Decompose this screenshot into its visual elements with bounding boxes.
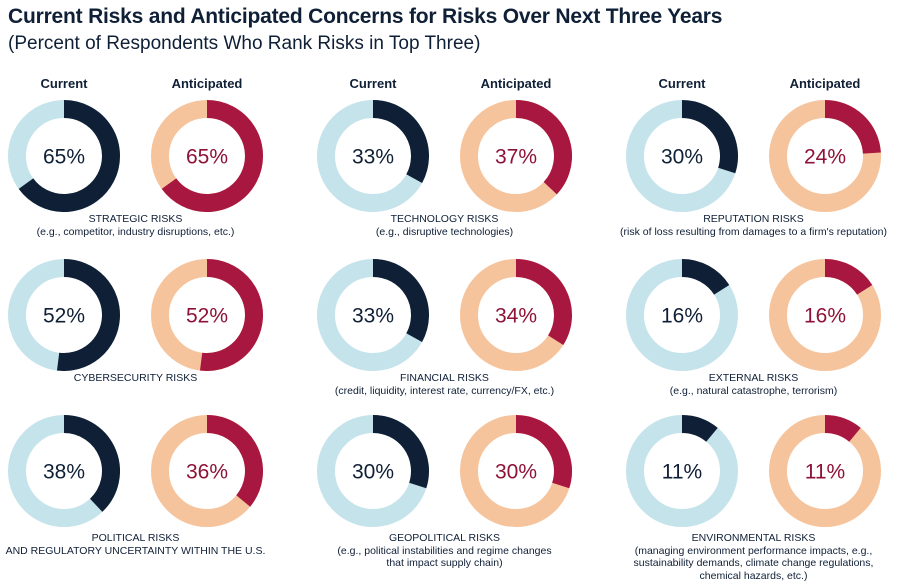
risk-name: REPUTATION RISKS <box>703 213 804 225</box>
anticipated-donut-6: 36% <box>151 415 263 527</box>
anticipated-value-label: 65% <box>186 146 228 169</box>
risk-name: STRATEGIC RISKS <box>88 213 183 225</box>
current-donut-arc <box>681 415 718 443</box>
anticipated-value-label: 34% <box>495 305 537 328</box>
anticipated-value-label: 11% <box>805 461 845 484</box>
risk-description: (e.g., political instabilities and regim… <box>337 544 552 557</box>
risk-name: AND REGULATORY UNCERTAINTY WITHIN THE U.… <box>5 544 266 557</box>
anticipated-donut-arc <box>824 415 861 443</box>
risk-label: FINANCIAL RISKS (credit, liquidity, inter… <box>295 372 595 397</box>
anticipated-donut-1: 37% <box>460 100 572 212</box>
current-donut-7: 30% <box>317 415 429 527</box>
current-donut-arc <box>372 100 429 183</box>
current-donut-arc <box>372 259 429 342</box>
chart-title: Current Risks and Anticipated Concerns f… <box>8 5 723 28</box>
column-header-current: Current <box>349 76 397 91</box>
current-donut-arc <box>63 415 120 512</box>
risk-label: GEOPOLITICAL RISKS (e.g., political insta… <box>295 532 595 570</box>
risk-label: TECHNOLOGY RISKS (e.g., disruptive techno… <box>295 213 595 238</box>
risk-label: STRATEGIC RISKS (e.g., competitor, indust… <box>0 213 286 238</box>
current-value-label: 52% <box>43 305 85 328</box>
current-value-label: 11% <box>662 461 702 484</box>
anticipated-value-label: 16% <box>804 305 846 328</box>
risk-description: (e.g., natural catastrophe, terrorism) <box>669 384 838 397</box>
anticipated-donut-5: 16% <box>769 259 881 371</box>
anticipated-value-label: 30% <box>495 461 537 484</box>
anticipated-donut-arc <box>206 415 263 507</box>
current-donut-0: 65% <box>8 100 120 212</box>
risk-name: POLITICAL RISKS <box>91 532 180 544</box>
risk-name: EXTERNAL RISKS <box>708 372 799 384</box>
current-donut-arc <box>372 415 429 489</box>
current-value-label: 33% <box>352 305 394 328</box>
current-donut-1: 33% <box>317 100 429 212</box>
chart-subtitle: (Percent of Respondents Who Rank Risks i… <box>8 33 481 54</box>
current-donut-5: 16% <box>626 259 738 371</box>
risk-name: CYBERSECURITY RISKS <box>73 372 198 384</box>
column-header-anticipated: Anticipated <box>171 76 243 91</box>
risk-description: (e.g., disruptive technologies) <box>375 225 514 238</box>
risk-description: (e.g., competitor, industry disruptions,… <box>36 225 235 238</box>
current-donut-6: 38% <box>8 415 120 527</box>
anticipated-donut-7: 30% <box>460 415 572 527</box>
anticipated-donut-arc <box>515 259 572 345</box>
risk-name: GEOPOLITICAL RISKS <box>388 532 501 544</box>
current-value-label: 65% <box>43 146 85 169</box>
anticipated-donut-arc <box>824 259 873 296</box>
anticipated-donut-8: 11% <box>769 415 881 527</box>
current-donut-arc <box>681 100 738 174</box>
column-header-current: Current <box>658 76 706 91</box>
current-value-label: 33% <box>352 146 394 169</box>
current-donut-3: 52% <box>8 259 120 371</box>
column-header-current: Current <box>40 76 88 91</box>
risk-name: FINANCIAL RISKS <box>400 372 489 384</box>
risk-name: ENVIRONMENTAL RISKS <box>691 532 816 544</box>
current-donut-arc <box>681 259 730 296</box>
current-donut-2: 30% <box>626 100 738 212</box>
anticipated-donut-arc <box>199 259 263 371</box>
anticipated-donut-4: 34% <box>460 259 572 371</box>
risk-label: CYBERSECURITY RISKS <box>0 372 286 385</box>
current-donut-arc <box>56 259 120 371</box>
anticipated-donut-3: 52% <box>151 259 263 371</box>
risk-description: (risk of loss resulting from damages to … <box>620 225 887 238</box>
anticipated-donut-arc <box>515 415 572 489</box>
anticipated-value-label: 37% <box>495 146 537 169</box>
risk-description: sustainability demands, climate change r… <box>633 557 874 569</box>
risk-description: that impact supply chain) <box>386 557 503 569</box>
current-value-label: 30% <box>352 461 394 484</box>
current-value-label: 38% <box>43 461 85 484</box>
current-donut-arc <box>18 100 120 212</box>
column-header-anticipated: Anticipated <box>480 76 552 91</box>
column-header-anticipated: Anticipated <box>789 76 861 91</box>
risk-label: EXTERNAL RISKS (e.g., natural catastrophe… <box>604 372 900 397</box>
anticipated-donut-arc <box>824 100 881 155</box>
current-value-label: 16% <box>661 305 703 328</box>
anticipated-donut-arc <box>515 100 572 195</box>
current-donut-4: 33% <box>317 259 429 371</box>
anticipated-value-label: 36% <box>186 461 228 484</box>
current-donut-8: 11% <box>626 415 738 527</box>
risk-label: POLITICAL RISKS AND REGULATORY UNCERTAINT… <box>0 532 286 557</box>
anticipated-donut-arc <box>161 100 263 212</box>
current-value-label: 30% <box>661 146 703 169</box>
risk-name: TECHNOLOGY RISKS <box>390 213 499 225</box>
risk-label: ENVIRONMENTAL RISKS (managing environment… <box>604 532 900 582</box>
anticipated-value-label: 52% <box>186 305 228 328</box>
risk-description: (credit, liquidity, interest rate, curre… <box>334 384 555 397</box>
anticipated-donut-2: 24% <box>769 100 881 212</box>
risk-description: chemical hazards, etc.) <box>699 569 808 582</box>
anticipated-value-label: 24% <box>804 146 846 169</box>
anticipated-donut-0: 65% <box>151 100 263 212</box>
risk-label: REPUTATION RISKS (risk of loss resulting … <box>604 213 900 238</box>
risk-description: (managing environment performance impact… <box>634 544 873 557</box>
